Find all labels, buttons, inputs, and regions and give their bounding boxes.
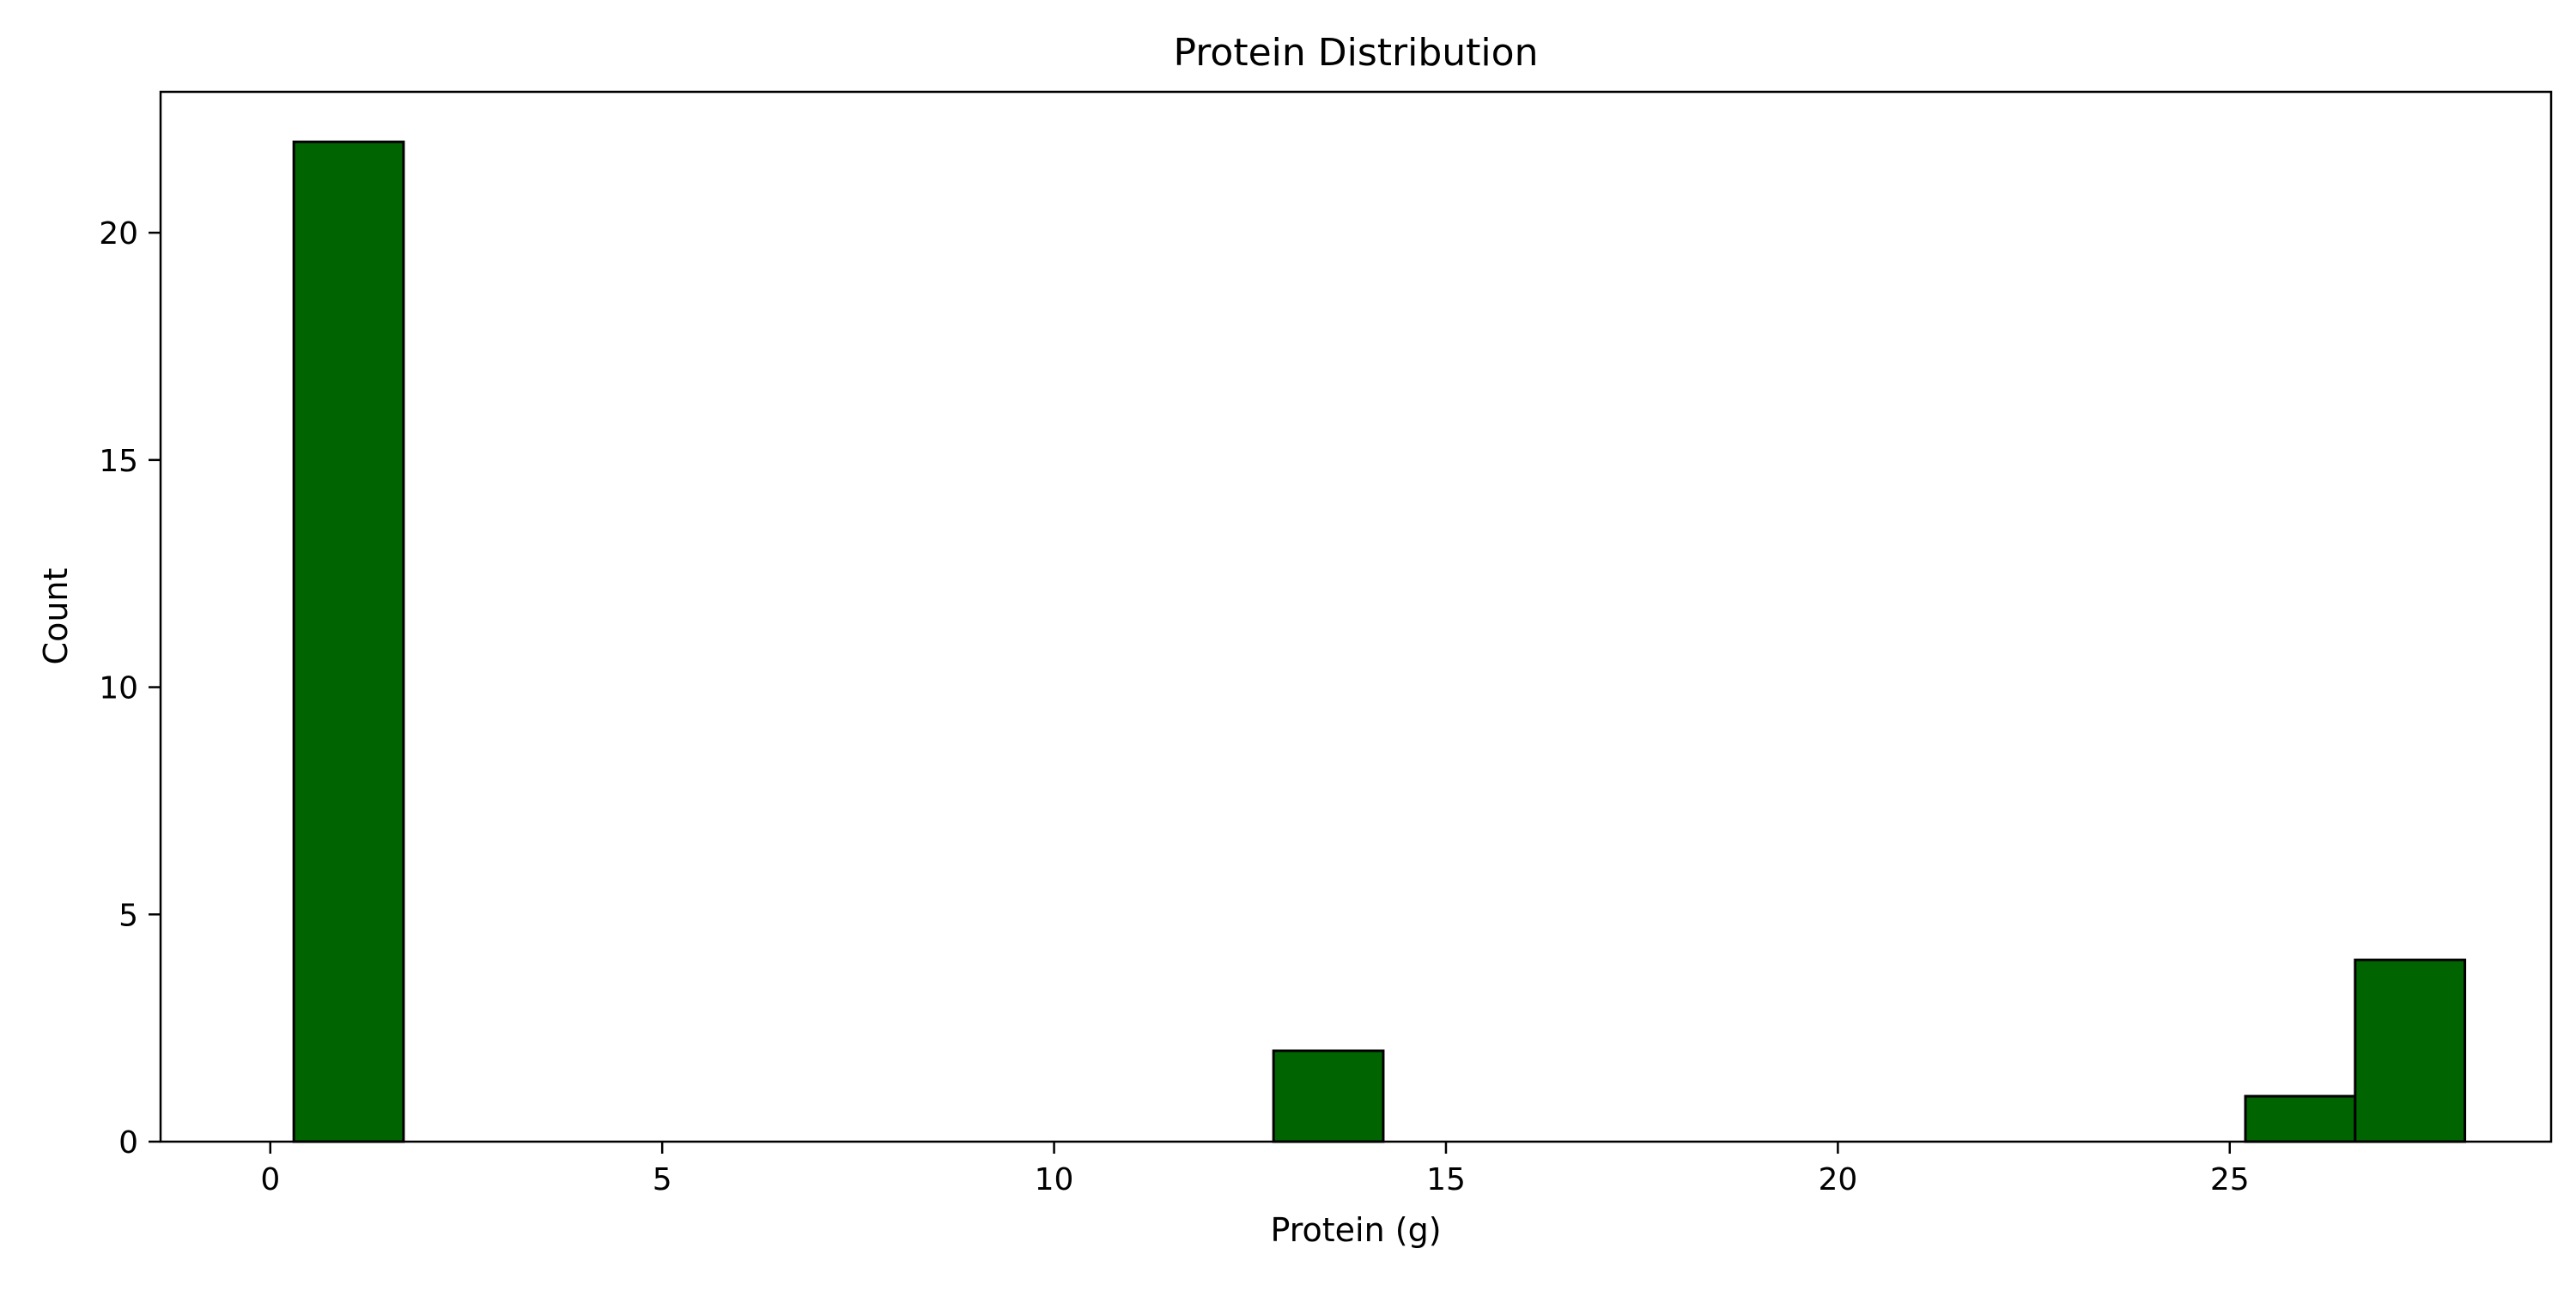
y-tick-label: 15	[99, 444, 138, 479]
histogram-bar-3	[2354, 958, 2467, 1143]
histogram-bar-0	[292, 140, 405, 1143]
x-axis-ticks: 0 5 10 15 20 25	[260, 1142, 2250, 1197]
y-tick-label: 5	[118, 898, 138, 933]
bars-group	[292, 140, 2467, 1143]
plot-frame	[159, 90, 2553, 1143]
x-axis-label: Protein (g)	[1270, 1211, 1441, 1249]
x-tick-label: 15	[1426, 1162, 1466, 1197]
x-tick-label: 25	[2210, 1162, 2250, 1197]
histogram-bar-2	[2244, 1094, 2357, 1143]
y-tick-label: 0	[118, 1125, 138, 1161]
x-tick-label: 20	[1818, 1162, 1857, 1197]
x-tick-label: 0	[260, 1162, 280, 1197]
chart-title: Protein Distribution	[1174, 31, 1539, 75]
x-tick-label: 5	[653, 1162, 672, 1197]
x-tick-label: 10	[1035, 1162, 1074, 1197]
y-axis-label: Count	[37, 568, 75, 665]
y-axis-ticks: 0 5 10 15 20	[99, 216, 161, 1161]
histogram-bar-1	[1272, 1049, 1385, 1143]
y-tick-label: 20	[99, 216, 138, 252]
y-tick-label: 10	[99, 671, 138, 706]
